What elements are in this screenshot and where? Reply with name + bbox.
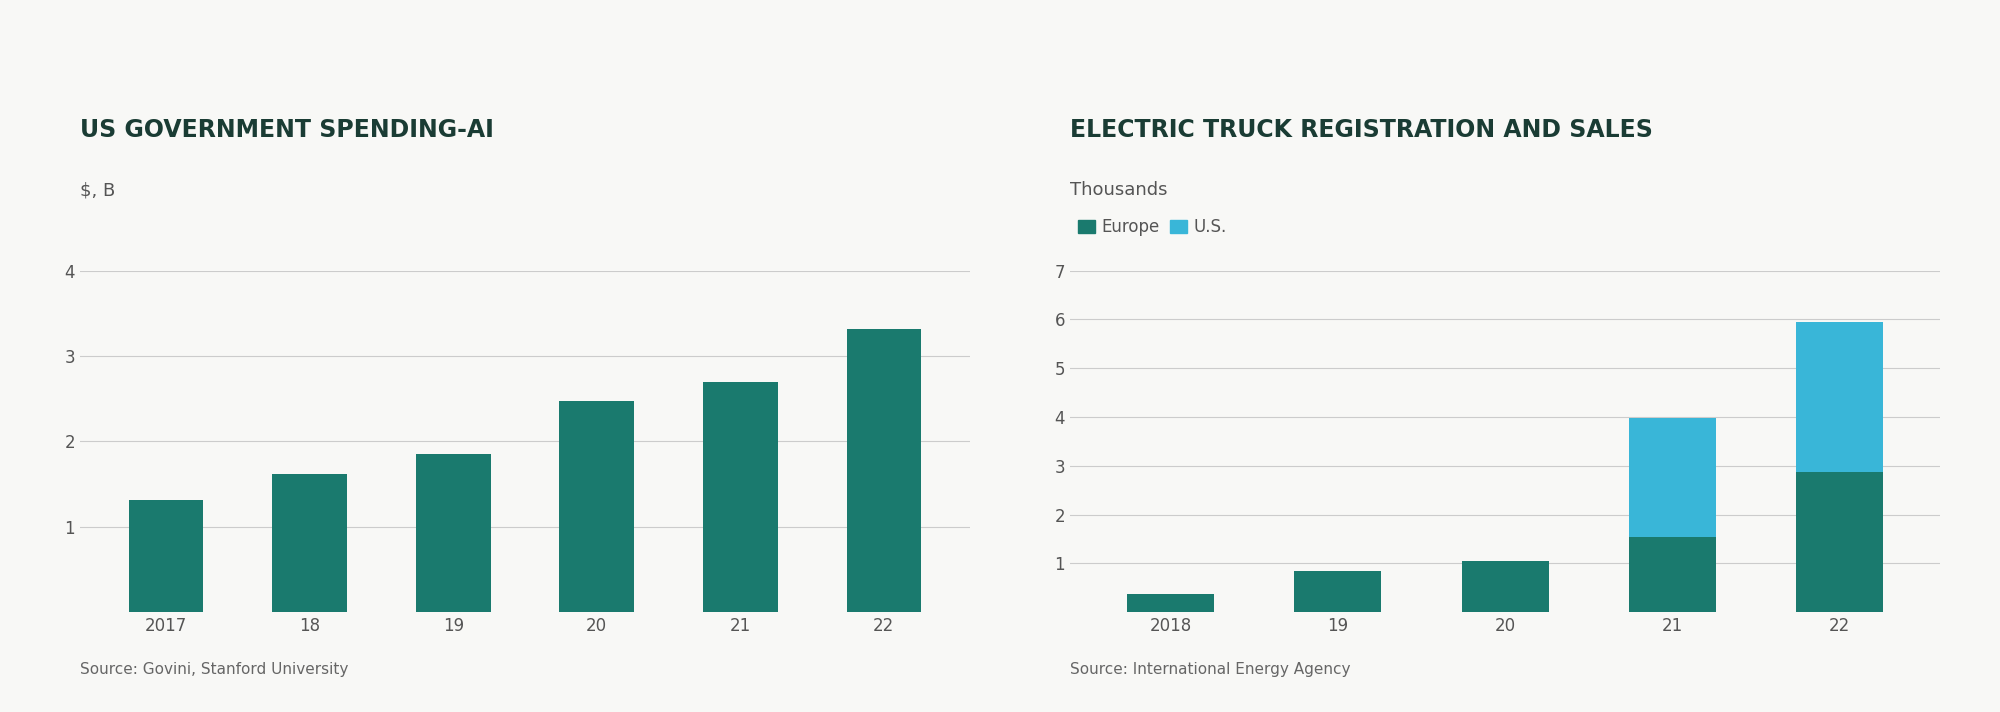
Bar — [1796, 322, 1884, 472]
Bar — [1126, 594, 1214, 612]
Bar — [416, 454, 490, 612]
Text: Source: International Energy Agency: Source: International Energy Agency — [1070, 662, 1350, 677]
Bar — [272, 474, 348, 612]
Bar — [1796, 472, 1884, 612]
Text: Thousands: Thousands — [1070, 182, 1168, 199]
Text: US GOVERNMENT SPENDING-AI: US GOVERNMENT SPENDING-AI — [80, 118, 494, 142]
Text: Source: Govini, Stanford University: Source: Govini, Stanford University — [80, 662, 348, 677]
Text: $, B: $, B — [80, 182, 116, 199]
Text: ELECTRIC TRUCK REGISTRATION AND SALES: ELECTRIC TRUCK REGISTRATION AND SALES — [1070, 118, 1652, 142]
Legend: Europe, U.S.: Europe, U.S. — [1078, 219, 1226, 236]
Bar — [1628, 537, 1716, 612]
Bar — [128, 500, 204, 612]
Bar — [1294, 571, 1382, 612]
Bar — [560, 402, 634, 612]
Bar — [704, 382, 778, 612]
Bar — [1462, 561, 1548, 612]
Bar — [1628, 419, 1716, 537]
Bar — [846, 329, 922, 612]
